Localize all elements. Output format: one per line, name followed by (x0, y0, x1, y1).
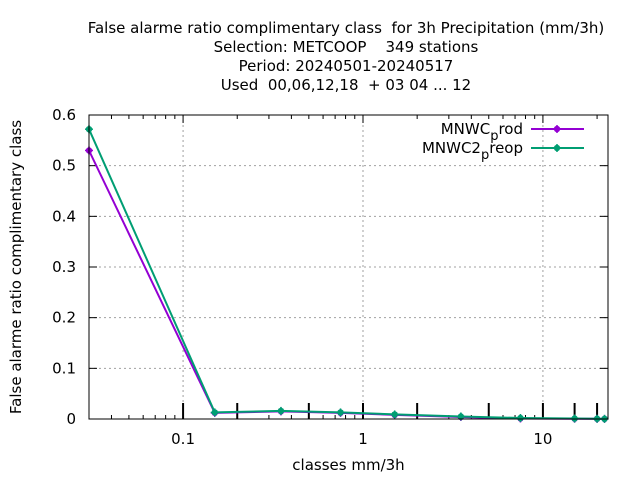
title-line-4: Used 00,06,12,18 + 03 04 ... 12 (221, 76, 471, 94)
data-point (390, 410, 399, 419)
y-axis: 0 0.1 0.2 0.3 0.4 0.5 0.6 (52, 106, 608, 428)
x-axis: 0.1 1 10 (88, 115, 598, 448)
legend-label: MNWCprod (441, 120, 523, 144)
data-point (570, 414, 579, 423)
legend-marker (553, 144, 561, 152)
series-line-1 (88, 150, 605, 420)
grid (89, 115, 608, 419)
y-axis-label: False alarme ratio complimentary class (7, 120, 25, 414)
y-tick-label: 0.4 (52, 207, 76, 225)
x-axis-label: classes mm/3h (292, 456, 404, 474)
title-line-1: False alarme ratio complimentary class f… (88, 19, 605, 37)
legend-item-2: MNWC2preop (422, 139, 584, 163)
legend-marker (553, 125, 561, 133)
data-point (336, 408, 345, 417)
data-point (276, 406, 285, 415)
legend-label: MNWC2preop (422, 139, 523, 163)
series-layer (85, 125, 609, 423)
y-tick-label: 0.6 (52, 106, 76, 124)
legend-item-1: MNWCprod (441, 120, 584, 144)
y-tick-label: 0.1 (52, 359, 76, 377)
data-point (516, 413, 525, 422)
x-tick-label: 1 (358, 430, 368, 448)
y-tick-label: 0.5 (52, 157, 76, 175)
x-tick-label: 10 (533, 430, 552, 448)
y-tick-label: 0 (66, 410, 76, 428)
title-line-3: Period: 20240501-20240517 (239, 57, 454, 75)
y-tick-label: 0.3 (52, 258, 76, 276)
x-tick-label: 0.1 (171, 430, 195, 448)
series-line-2 (88, 128, 605, 420)
y-tick-label: 0.2 (52, 309, 76, 327)
data-point (210, 408, 219, 417)
plot-frame (88, 114, 609, 420)
title-line-2: Selection: METCOOP 349 stations (214, 38, 479, 56)
chart-title: False alarme ratio complimentary class f… (88, 19, 605, 94)
